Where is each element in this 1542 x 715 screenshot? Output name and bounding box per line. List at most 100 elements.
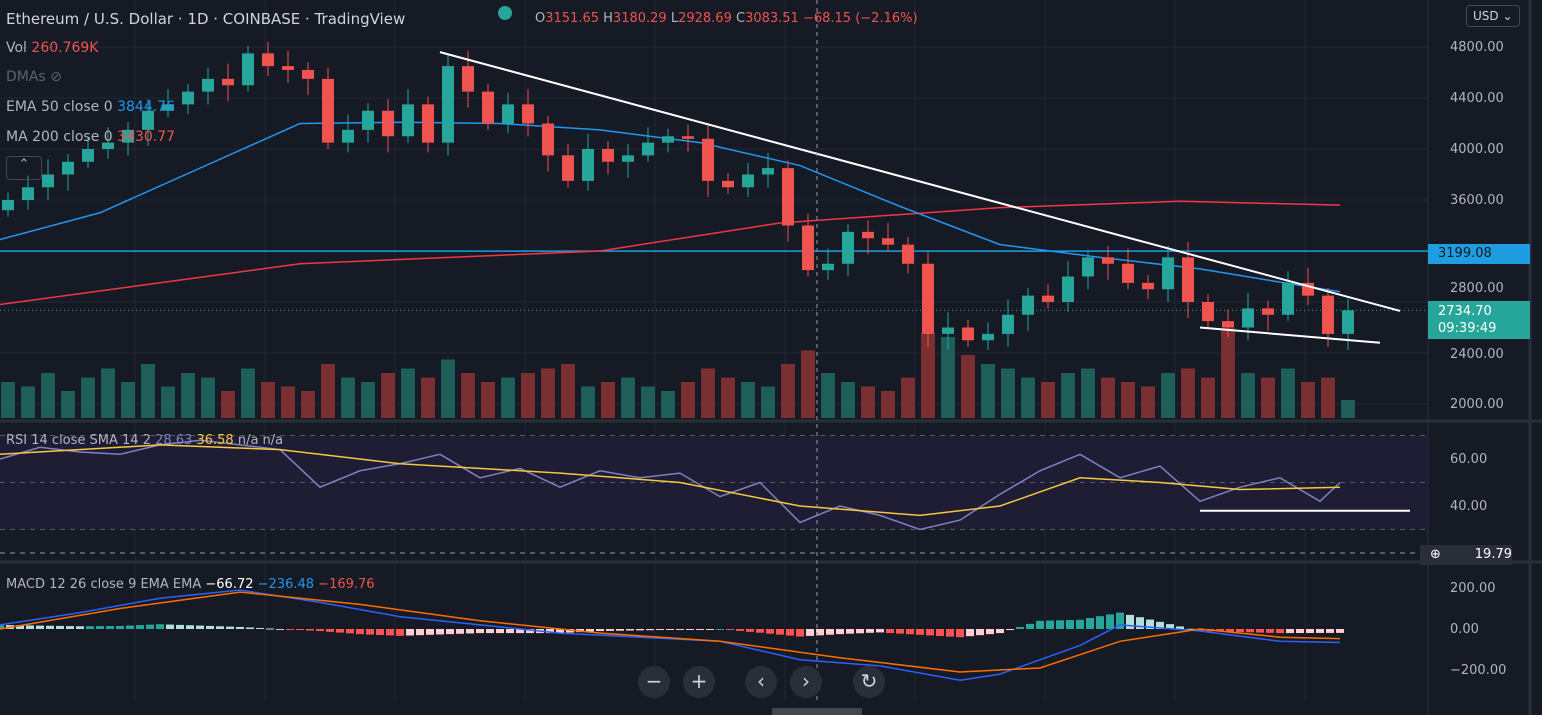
volume-bar (201, 377, 215, 418)
macd-histogram-bar (1336, 629, 1344, 633)
eye-hidden-icon[interactable]: ⊘ (50, 69, 62, 85)
macd-histogram-bar (766, 629, 774, 634)
volume-bar (81, 377, 95, 418)
macd-histogram-bar (1056, 620, 1064, 629)
market-status-icon (498, 6, 512, 20)
candle-body (142, 110, 154, 130)
change-value: −68.15 (−2.16%) (802, 11, 918, 26)
macd-histogram-bar (756, 629, 764, 633)
macd-histogram-bar (476, 629, 484, 634)
zoom-out-button[interactable]: − (638, 666, 670, 698)
candle-body (682, 136, 694, 139)
close-value: 3083.51 (745, 11, 799, 26)
macd-histogram-bar (236, 626, 244, 629)
macd-histogram-bar (66, 626, 74, 629)
candle-body (1222, 321, 1234, 328)
macd-histogram-bar (676, 629, 684, 630)
macd-histogram-bar (1236, 629, 1244, 633)
volume-bar (1061, 373, 1075, 418)
candle-body (602, 149, 614, 162)
macd-histogram-bar (656, 629, 664, 631)
macd-histogram-bar (1156, 621, 1164, 629)
macd-histogram-bar (1016, 626, 1024, 629)
macd-histogram-bar (556, 629, 564, 634)
macd-histogram-bar (1266, 629, 1274, 633)
volume-bar (921, 332, 935, 418)
add-icon[interactable]: ⊕ (1430, 547, 1441, 562)
candle-body (522, 104, 534, 124)
volume-bar (781, 364, 795, 418)
volume-bar (101, 368, 115, 418)
volume-bar (821, 373, 835, 418)
candle-body (2, 200, 14, 211)
candle-body (562, 155, 574, 181)
macd-histogram-bar (956, 629, 964, 638)
scroll-left-button[interactable]: ‹ (745, 666, 777, 698)
candle-body (542, 123, 554, 156)
dmas-label: DMAs (6, 69, 46, 85)
macd-hist-value: −66.72 (205, 577, 254, 592)
volume-bar (801, 350, 815, 418)
macd-histogram-bar (616, 629, 624, 631)
collapse-legend-button[interactable]: ⌃ (6, 156, 42, 180)
volume-bar (361, 382, 375, 418)
macd-histogram-bar (376, 629, 384, 635)
open-value: 3151.65 (545, 11, 599, 26)
candle-body (922, 263, 934, 334)
volume-bar (161, 386, 175, 418)
horizontal-scrollbar[interactable] (772, 708, 862, 715)
volume-bar (1201, 377, 1215, 418)
macd-histogram-bar (356, 629, 364, 635)
candle-body (422, 104, 434, 143)
macd-histogram-bar (1316, 629, 1324, 633)
low-value: 2928.69 (678, 11, 732, 26)
macd-histogram-bar (266, 628, 274, 630)
macd-histogram-bar (946, 629, 954, 637)
macd-histogram-bar (1046, 620, 1054, 629)
macd-histogram-bar (926, 629, 934, 636)
trendline (1199, 326, 1381, 344)
macd-histogram-bar (1286, 629, 1294, 634)
macd-histogram-bar (1186, 628, 1194, 630)
candle-body (1042, 295, 1054, 302)
volume-bar (701, 368, 715, 418)
macd-histogram-bar (116, 625, 124, 629)
macd-histogram-bar (796, 629, 804, 637)
bar-countdown: 09:39:49 (1438, 321, 1497, 336)
candle-body (22, 187, 34, 200)
candle-body (262, 53, 274, 67)
close-label: C (735, 11, 746, 26)
candle-body (1162, 257, 1174, 290)
rsi-cursor-value: 19.79 (1474, 547, 1512, 562)
macd-histogram-bar (1116, 612, 1124, 629)
macd-histogram-bar (736, 629, 744, 631)
ema-label: EMA 50 close 0 (6, 99, 113, 115)
price-tick: 2000.00 (1450, 397, 1504, 412)
scroll-right-button[interactable]: › (790, 666, 822, 698)
volume-bar (1181, 368, 1195, 418)
volume-bar (1001, 368, 1015, 418)
reset-chart-button[interactable]: ↻ (853, 666, 885, 698)
macd-histogram-bar (1196, 629, 1204, 632)
zoom-in-button[interactable]: + (683, 666, 715, 698)
macd-histogram-bar (1296, 629, 1304, 634)
macd-histogram-bar (226, 626, 234, 629)
rsi-line (0, 439, 1341, 531)
candle-body (802, 225, 814, 271)
candle-body (442, 66, 454, 143)
macd-histogram-bar (816, 629, 824, 636)
candle-body (82, 149, 94, 162)
volume-bar (1101, 377, 1115, 418)
volume-bar (641, 386, 655, 418)
macd-histogram-bar (1006, 629, 1014, 631)
volume-bar (861, 386, 875, 418)
candle-body (42, 174, 54, 188)
volume-bar (1261, 377, 1275, 418)
rsi-label: RSI 14 close SMA 14 2 (6, 433, 151, 448)
ma-value: 3430.77 (117, 129, 176, 145)
open-label: O (535, 11, 546, 26)
macd-histogram-bar (56, 625, 64, 629)
last-price: 2734.70 (1438, 304, 1492, 319)
currency-select[interactable]: USD ⌄ (1466, 5, 1520, 27)
